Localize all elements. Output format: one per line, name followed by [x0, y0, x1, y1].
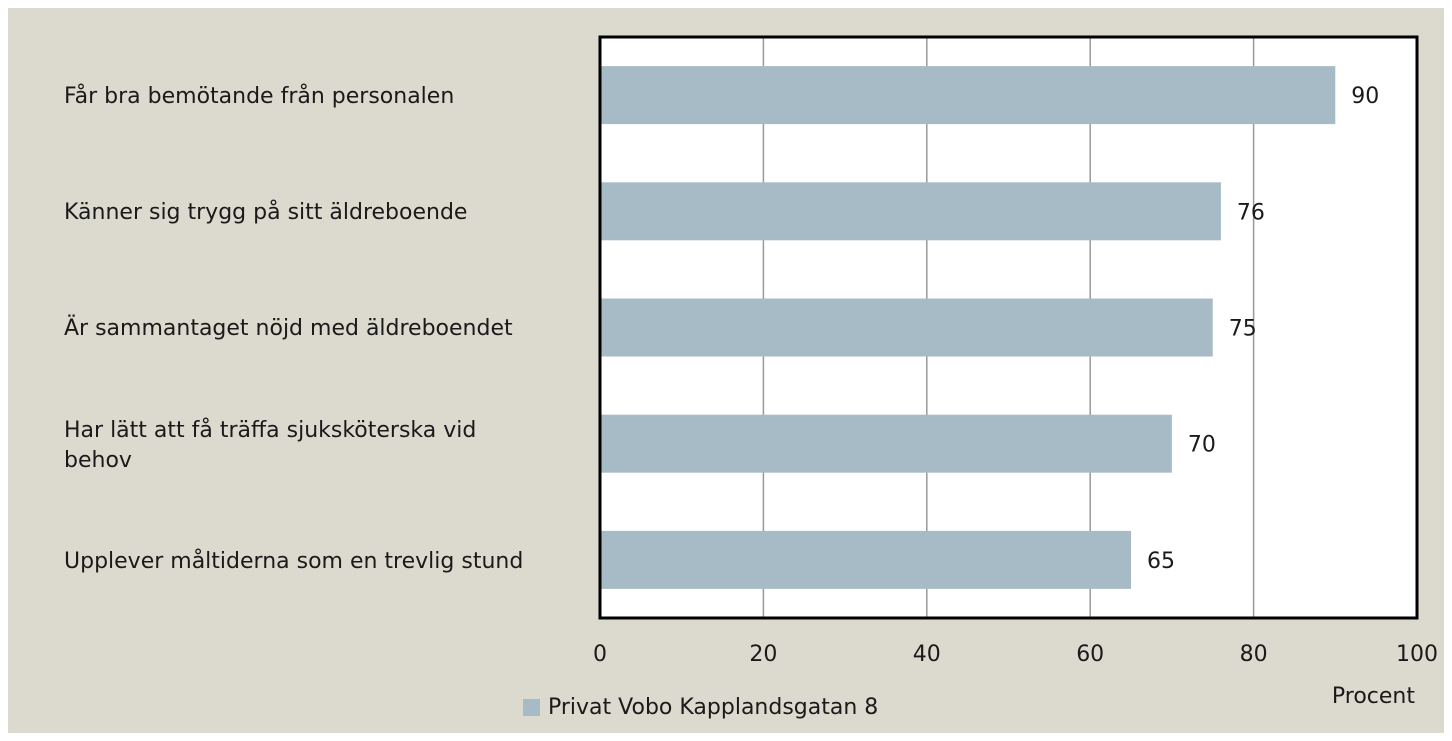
legend-swatch	[523, 699, 540, 716]
bar	[600, 298, 1213, 357]
data-label: 65	[1147, 549, 1175, 574]
y-tick-label: Har lätt att få träffa sjuksköterska vid…	[64, 417, 477, 473]
x-tick-label: 60	[1076, 642, 1104, 667]
plot-border	[598, 35, 1419, 620]
x-tick-label: 100	[1396, 642, 1438, 667]
bar	[600, 530, 1132, 589]
x-tick-label: 80	[1240, 642, 1268, 667]
y-tick-label: Känner sig trygg på sitt äldreboende	[64, 200, 468, 226]
y-tick-label: Får bra bemötande från personalen	[64, 84, 455, 110]
data-label: 76	[1237, 200, 1265, 225]
x-axis-label: Procent	[1332, 684, 1415, 709]
bar	[600, 182, 1221, 241]
legend-label: Privat Vobo Kapplandsgatan 8	[548, 695, 878, 720]
data-label: 75	[1229, 317, 1257, 342]
bar	[600, 414, 1172, 473]
x-tick-label: 0	[593, 642, 607, 667]
y-tick-label: Upplever måltiderna som en trevlig stund	[64, 548, 524, 574]
data-label: 90	[1351, 84, 1379, 109]
bar	[600, 66, 1336, 125]
data-label: 70	[1188, 433, 1216, 458]
x-tick-label: 20	[749, 642, 777, 667]
x-tick-label: 40	[913, 642, 941, 667]
y-tick-label: Är sammantaget nöjd med äldreboendet	[64, 316, 513, 342]
